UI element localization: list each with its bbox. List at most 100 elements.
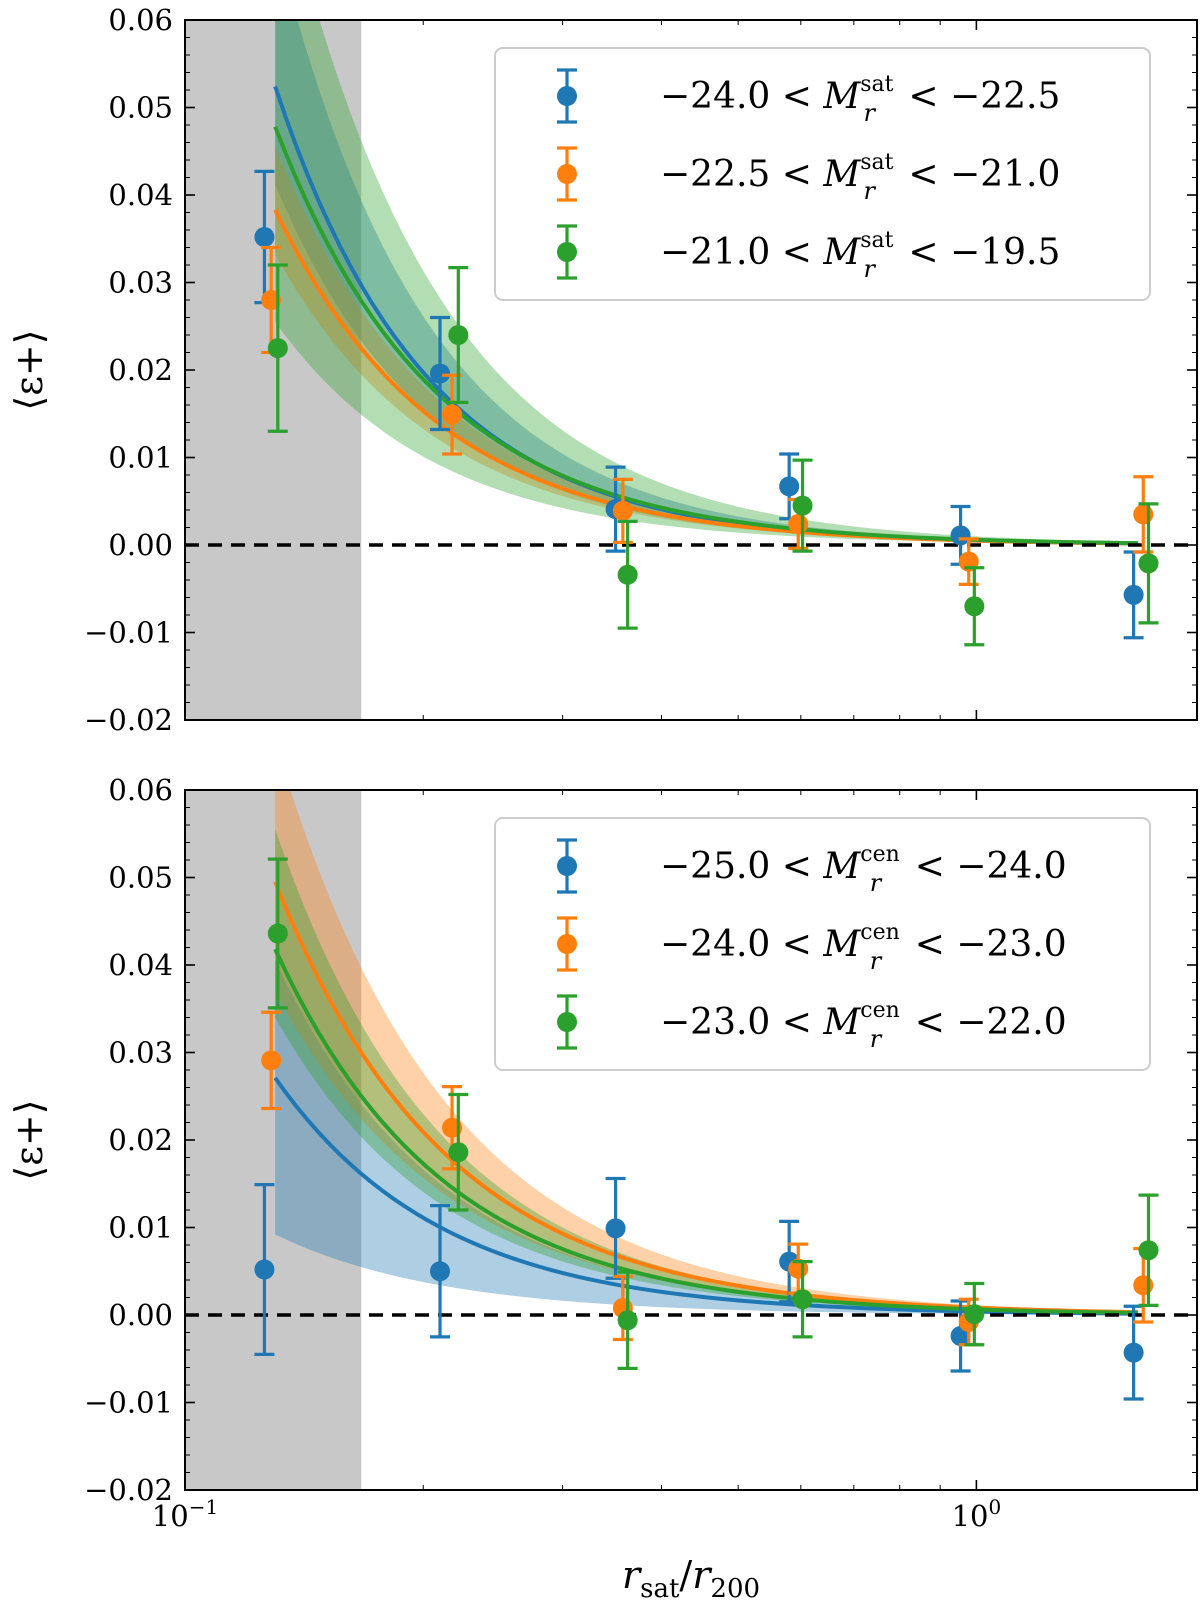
data-marker <box>1138 1240 1159 1261</box>
y-tick-label: 0.03 <box>108 1036 173 1070</box>
data-point-green <box>964 566 985 647</box>
legend: −24.0 < Msat r < −22.5 −22.5 < Msat r < −21… <box>494 47 1151 301</box>
data-marker <box>430 363 451 384</box>
data-point-green <box>1138 1193 1159 1307</box>
y-tick-label: 0.00 <box>108 528 173 562</box>
data-marker <box>779 476 800 497</box>
x-tick-label: 100 <box>952 1495 1002 1533</box>
data-point-blue <box>605 1176 626 1280</box>
data-point-orange <box>1133 475 1154 554</box>
data-marker <box>267 923 288 944</box>
y-tick-label: −0.02 <box>84 1473 173 1507</box>
model-line-green <box>273 126 1138 546</box>
legend-marker <box>557 856 577 876</box>
y-tick-label: 0.05 <box>108 861 173 895</box>
data-point-green <box>448 266 469 404</box>
data-marker <box>964 1304 985 1325</box>
data-marker <box>1123 1342 1144 1363</box>
legend-entry-green: −21.0 < Msat r < −19.5 <box>557 224 1060 283</box>
legend-box <box>494 817 1151 1071</box>
data-marker <box>267 338 288 359</box>
data-marker <box>612 500 633 521</box>
legend-box <box>494 47 1151 301</box>
data-marker <box>1133 1275 1154 1296</box>
legend-marker <box>557 86 577 106</box>
model-band-green <box>275 20 1138 544</box>
data-point-orange <box>788 1242 809 1295</box>
y-tick-label: 0.04 <box>108 178 173 212</box>
data-marker <box>964 596 985 617</box>
legend-entry-orange: −24.0 < Mcen r < −23.0 <box>557 916 1067 975</box>
legend-label: −23.0 < Mcen r < −22.0 <box>660 998 1067 1053</box>
data-point-blue <box>254 1183 275 1356</box>
y-tick-label: 0.01 <box>108 441 173 475</box>
legend-entry-blue: −25.0 < Mcen r < −24.0 <box>557 838 1067 897</box>
data-marker <box>617 564 638 585</box>
y-tick-label: 0.01 <box>108 1211 173 1245</box>
y-tick-label: −0.01 <box>84 1386 173 1420</box>
data-marker <box>261 1050 282 1071</box>
x-axis-label: rsat/r200 <box>622 1553 760 1602</box>
top-panel: −0.02 −0.01 0.00 0.01 0.02 0.03 0.04 0.05 0.06 ⟨ε… <box>7 3 1198 737</box>
model-line-green <box>273 948 1138 1315</box>
data-marker <box>261 290 282 310</box>
model-band-blue <box>275 20 1138 544</box>
data-marker <box>792 495 813 516</box>
excluded-region <box>185 790 362 1490</box>
data-marker <box>1123 584 1144 605</box>
legend-entry-blue: −24.0 < Msat r < −22.5 <box>557 68 1060 127</box>
y-axis-label: ⟨ε+⟩ <box>7 1099 51 1180</box>
legend-label: −24.0 < Msat r < −22.5 <box>660 72 1060 127</box>
data-marker <box>448 325 469 345</box>
y-tick-label: 0.06 <box>108 3 173 37</box>
data-marker <box>448 1142 469 1163</box>
data-marker <box>430 1261 451 1282</box>
y-tick-label: 0.05 <box>108 91 173 125</box>
data-marker <box>1133 504 1154 525</box>
y-tick-label: 0.06 <box>108 773 173 807</box>
data-point-green <box>792 458 813 553</box>
legend-label: −24.0 < Mcen r < −23.0 <box>660 920 1067 975</box>
data-point-green <box>964 1281 985 1347</box>
model-band-orange <box>275 146 1138 544</box>
data-marker <box>1138 553 1159 574</box>
legend-marker <box>557 242 577 262</box>
data-point-green <box>1138 502 1159 625</box>
data-point-green <box>267 857 288 1010</box>
data-marker <box>442 404 463 425</box>
data-point-blue <box>430 1204 451 1339</box>
data-point-green <box>617 519 638 630</box>
legend-label: −22.5 < Msat r < −21.0 <box>660 150 1060 205</box>
model-band-orange <box>275 790 1138 1313</box>
data-point-green <box>792 1260 813 1339</box>
data-marker <box>605 1218 626 1239</box>
data-marker <box>254 1259 275 1280</box>
y-axis-label: ⟨ε+⟩ <box>7 329 51 410</box>
excluded-region <box>185 20 362 720</box>
y-tick-label: 0.02 <box>108 1123 173 1157</box>
legend-label: −21.0 < Msat r < −19.5 <box>660 228 1060 283</box>
legend: −25.0 < Mcen r < −24.0 −24.0 < Mcen r < −23… <box>494 817 1151 1071</box>
legend-entry-orange: −22.5 < Msat r < −21.0 <box>557 146 1060 205</box>
plot-area <box>185 20 1197 720</box>
legend-marker <box>557 1012 577 1032</box>
y-tick-label: 0.04 <box>108 948 173 982</box>
data-point-orange <box>612 477 633 544</box>
data-marker <box>617 1310 638 1331</box>
bottom-panel: −0.02 −0.01 0.00 0.01 0.02 0.03 0.04 0.05 0.06 10… <box>7 773 1198 1602</box>
data-marker <box>254 227 275 247</box>
legend-entry-green: −23.0 < Mcen r < −22.0 <box>557 994 1067 1053</box>
data-marker <box>788 514 809 534</box>
legend-label: −25.0 < Mcen r < −24.0 <box>660 842 1067 897</box>
y-tick-label: −0.02 <box>84 703 173 737</box>
y-tick-label: 0.00 <box>108 1298 173 1332</box>
data-marker <box>792 1289 813 1310</box>
data-point-blue <box>1123 1304 1144 1401</box>
data-point-blue <box>430 315 451 432</box>
y-tick-label: −0.01 <box>84 616 173 650</box>
y-tick-label: 0.03 <box>108 266 173 300</box>
model-band-blue <box>275 960 1138 1315</box>
y-tick-label: 0.02 <box>108 353 173 387</box>
data-point-orange <box>261 1010 282 1111</box>
